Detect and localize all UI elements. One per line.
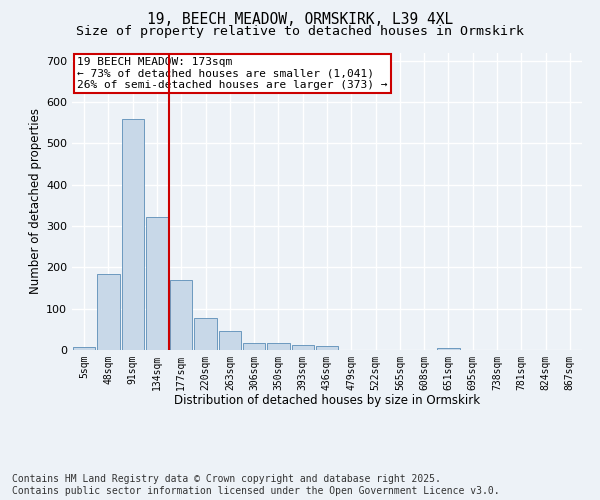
X-axis label: Distribution of detached houses by size in Ormskirk: Distribution of detached houses by size … xyxy=(174,394,480,407)
Text: 19 BEECH MEADOW: 173sqm
← 73% of detached houses are smaller (1,041)
26% of semi: 19 BEECH MEADOW: 173sqm ← 73% of detache… xyxy=(77,57,388,90)
Bar xyxy=(316,346,338,350)
Bar xyxy=(73,346,95,350)
Y-axis label: Number of detached properties: Number of detached properties xyxy=(29,108,42,294)
Bar xyxy=(170,280,193,350)
Bar xyxy=(292,344,314,350)
Text: Contains HM Land Registry data © Crown copyright and database right 2025.
Contai: Contains HM Land Registry data © Crown c… xyxy=(12,474,500,496)
Bar xyxy=(146,217,168,350)
Bar xyxy=(267,342,290,350)
Text: 19, BEECH MEADOW, ORMSKIRK, L39 4XL: 19, BEECH MEADOW, ORMSKIRK, L39 4XL xyxy=(147,12,453,28)
Bar xyxy=(122,120,144,350)
Bar xyxy=(437,348,460,350)
Bar xyxy=(194,318,217,350)
Bar xyxy=(97,274,119,350)
Text: Size of property relative to detached houses in Ormskirk: Size of property relative to detached ho… xyxy=(76,25,524,38)
Bar xyxy=(218,332,241,350)
Bar xyxy=(243,342,265,350)
